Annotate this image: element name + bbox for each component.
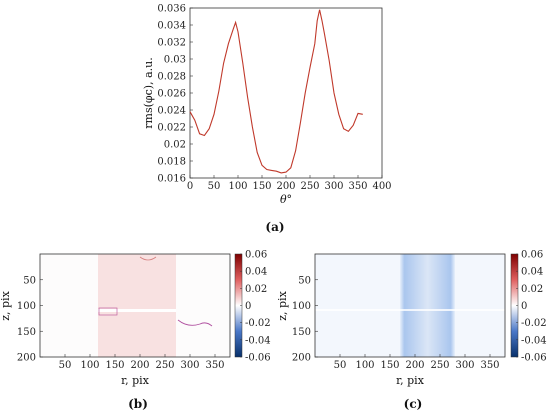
colorbar-tick-label-b-2: 0.02 [245, 284, 267, 295]
x-tick-label-a-4: 200 [276, 181, 295, 192]
colorbar-tick-label-c-6: -0.06 [521, 353, 547, 364]
y-tick-label-b-2: 150 [17, 327, 36, 338]
y-tick-label-a-8: 0.032 [157, 38, 186, 49]
panel-label-b: (b) [128, 397, 148, 411]
x-tick-label-a-1: 50 [208, 181, 221, 192]
x-tick-label-c-6: 350 [480, 360, 499, 371]
y-axis-label-c: z, pix [276, 290, 289, 320]
colorbar-tick-label-b-5: -0.04 [245, 335, 271, 346]
colorbar-tick-label-c-4: -0.02 [521, 318, 547, 329]
x-tick-label-a-2: 100 [228, 181, 247, 192]
colorbar-ticks-b: 0.06 0.04 0.02 0 -0.02 -0.04 -0.06 [240, 250, 271, 364]
colorbar-tick-label-b-0: 0.06 [245, 250, 267, 261]
panel-label-a: (a) [265, 220, 284, 234]
y-tick-label-b-1: 100 [17, 301, 36, 312]
x-tick-label-b-5: 300 [180, 360, 199, 371]
heatmap-mark-b [98, 307, 118, 316]
heatmap-contour-b [177, 319, 213, 327]
y-tick-label-a-9: 0.034 [157, 21, 186, 32]
y-axis-label-a: rms(φc), a.u. [142, 57, 155, 128]
y-tick-label-a-1: 0.018 [157, 157, 186, 168]
y-tick-label-a-0: 0.016 [157, 174, 186, 185]
colorbar-tick-label-c-1: 0.04 [521, 267, 543, 278]
colorbar-tick-label-b-4: -0.02 [245, 318, 271, 329]
x-tick-label-c-2: 150 [380, 360, 399, 371]
y-tick-label-c-0: 50 [298, 275, 311, 286]
line-chart-panel-a: 0 50 100 150 200 250 300 350 400 0.016 0.018 0.02 0.… [142, 4, 392, 235]
colorbar-tick-label-b-1: 0.04 [245, 267, 267, 278]
x-tick-label-b-2: 150 [105, 360, 124, 371]
x-tick-label-a-0: 0 [187, 181, 193, 192]
colorbar-tick-label-c-2: 0.02 [521, 284, 543, 295]
y-tick-label-c-3: 200 [292, 353, 311, 364]
y-tick-label-c-2: 150 [292, 327, 311, 338]
colorbar-tick-label-c-5: -0.04 [521, 335, 547, 346]
x-axis-label-a: θ° [280, 193, 292, 206]
y-tick-label-a-5: 0.026 [157, 89, 186, 100]
x-tick-label-c-0: 50 [334, 360, 347, 371]
axis-ticks-a: 0 50 100 150 200 250 300 350 400 0.016 0.018 0.02 0.… [157, 4, 391, 193]
colorbar-tick-label-c-3: 0 [521, 301, 527, 312]
y-tick-label-b-3: 200 [17, 353, 36, 364]
series-line-a-0 [189, 9, 363, 174]
heatmap-band-b [98, 254, 176, 357]
x-tick-label-b-1: 100 [80, 360, 99, 371]
x-tick-label-c-5: 300 [455, 360, 474, 371]
y-axis-label-b: z, pix [0, 290, 12, 320]
heatmap-panel-b: 50 100 150 200 250 300 350 50 100 150 200 0.06 0.04… [0, 250, 271, 412]
heatmap-slit-c [315, 309, 505, 311]
x-tick-label-b-4: 250 [155, 360, 174, 371]
y-tick-label-b-0: 50 [23, 275, 36, 286]
axis-ticks-c: 50 100 150 200 250 300 350 50 100 150 200 [292, 275, 500, 371]
x-tick-label-a-6: 300 [324, 181, 343, 192]
y-tick-label-a-7: 0.03 [164, 55, 186, 66]
x-tick-label-b-0: 50 [59, 360, 72, 371]
y-tick-label-a-3: 0.022 [157, 123, 186, 134]
heatmap-panel-c: 50 100 150 200 250 300 350 50 100 150 200 0.06 0.04… [276, 250, 547, 412]
x-tick-label-a-5: 250 [300, 181, 319, 192]
x-tick-label-b-3: 200 [130, 360, 149, 371]
x-axis-label-c: r, pix [396, 374, 425, 387]
x-tick-label-a-3: 150 [252, 181, 271, 192]
series-a [189, 9, 363, 174]
colorbar-ticks-c: 0.06 0.04 0.02 0 -0.02 -0.04 -0.06 [516, 250, 547, 364]
x-axis-label-b: r, pix [121, 374, 150, 387]
y-tick-label-a-6: 0.028 [157, 72, 186, 83]
colorbar-tick-label-b-6: -0.06 [245, 353, 271, 364]
x-tick-label-c-4: 250 [430, 360, 449, 371]
x-tick-label-c-3: 200 [405, 360, 424, 371]
y-tick-label-a-4: 0.024 [157, 106, 186, 117]
y-tick-label-a-2: 0.02 [164, 140, 186, 151]
y-tick-label-c-1: 100 [292, 301, 311, 312]
panel-label-c: (c) [404, 397, 423, 411]
axis-ticks-b: 50 100 150 200 250 300 350 50 100 150 200 [17, 275, 225, 371]
heatmap-band-c [400, 254, 455, 357]
x-tick-label-c-1: 100 [355, 360, 374, 371]
heatmap-contour-top-b [139, 256, 157, 261]
x-tick-label-b-6: 350 [205, 360, 224, 371]
x-tick-label-a-7: 350 [348, 181, 367, 192]
y-tick-label-a-10: 0.036 [157, 4, 186, 15]
colorbar-tick-label-c-0: 0.06 [521, 250, 543, 261]
colorbar-tick-label-b-3: 0 [245, 301, 251, 312]
x-tick-label-a-8: 400 [372, 181, 391, 192]
heatmap-slit-b [98, 309, 176, 312]
